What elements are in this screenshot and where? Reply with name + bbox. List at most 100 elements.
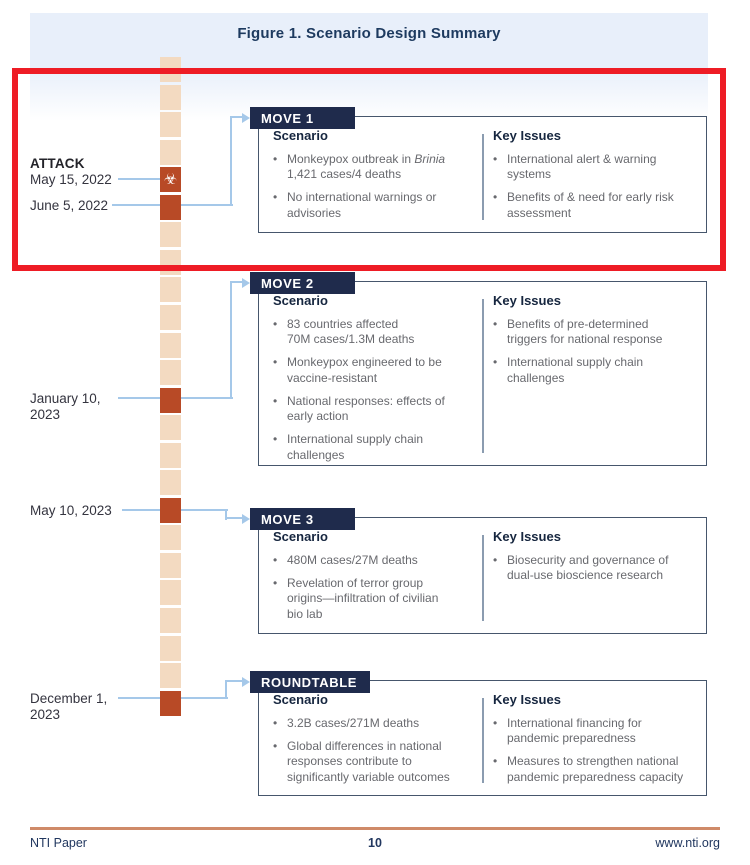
connector-line bbox=[226, 680, 243, 682]
timeline-date: December 1, 2023 bbox=[30, 691, 108, 722]
bullet-icon: • bbox=[273, 576, 278, 591]
bullet-text: Global differences in national responses… bbox=[287, 739, 450, 784]
bullet-icon: • bbox=[273, 716, 278, 730]
arrow-icon bbox=[242, 113, 250, 123]
key-issues-column: Key Issues • Biosecurity and governance o… bbox=[493, 529, 699, 591]
move-content-box: Scenario • 3.2B cases/271M deaths • Global … bbox=[258, 680, 707, 796]
bullet-text: Biosecurity and governance of dual-use b… bbox=[507, 553, 669, 583]
key-issues-list: • Biosecurity and governance of dual-use … bbox=[493, 553, 699, 583]
timeline-event-square bbox=[160, 690, 181, 716]
column-divider bbox=[482, 299, 484, 453]
bullet-item: • National responses: effects of early ac… bbox=[273, 394, 479, 424]
bullet-text: Monkeypox outbreak in Brinia 1,421 cases… bbox=[287, 152, 446, 182]
key-issues-heading: Key Issues bbox=[493, 128, 561, 143]
scenario-column: Scenario • 3.2B cases/271M deaths • Global … bbox=[273, 692, 479, 793]
bullet-icon: • bbox=[493, 317, 498, 331]
timeline-square bbox=[160, 608, 181, 633]
bullet-item: • International financing for pandemic pr… bbox=[493, 716, 699, 746]
bullet-text: No international warnings or advisories bbox=[287, 190, 437, 220]
bullet-icon: • bbox=[493, 716, 498, 730]
bullet-icon: • bbox=[493, 553, 498, 567]
figure-title: Figure 1. Scenario Design Summary bbox=[237, 25, 501, 42]
timeline-date: May 15, 2022 bbox=[30, 172, 112, 187]
key-issues-heading: Key Issues bbox=[493, 529, 561, 544]
footer-label: NTI Paper bbox=[30, 836, 87, 850]
key-issues-list: • Benefits of pre-determined triggers for… bbox=[493, 317, 699, 386]
bullet-text: International supply chain challenges bbox=[287, 432, 424, 462]
bullet-item: • Global differences in national response… bbox=[273, 739, 479, 785]
timeline-square bbox=[160, 635, 181, 661]
connector-line bbox=[181, 697, 228, 699]
bullet-icon: • bbox=[493, 190, 498, 205]
scenario-column: Scenario • 83 countries affected 70M case… bbox=[273, 293, 479, 471]
connector-line bbox=[231, 281, 243, 283]
scenario-heading: Scenario bbox=[273, 529, 328, 544]
bullet-text: Measures to strengthen national pandemic… bbox=[507, 754, 684, 784]
key-issues-list: • International alert & warning systems • B… bbox=[493, 152, 699, 221]
bullet-item: • Monkeypox outbreak in Brinia 1,421 case… bbox=[273, 152, 479, 182]
bullet-text: 83 countries affected 70M cases/1.3M dea… bbox=[287, 317, 415, 347]
bullet-item: • Monkeypox engineered to be vaccine-resi… bbox=[273, 355, 479, 385]
scenario-list: • 480M cases/27M deaths • Revelation of ter… bbox=[273, 553, 479, 622]
bullet-item: • International supply chain challenges bbox=[493, 355, 699, 385]
bullet-item: • International supply chain challenges bbox=[273, 432, 479, 462]
bullet-text: Monkeypox engineered to be vaccine-resis… bbox=[287, 355, 442, 385]
bullet-item: • Benefits of pre-determined triggers for… bbox=[493, 317, 699, 347]
connector-line bbox=[225, 680, 227, 699]
move-content-box: Scenario • 83 countries affected 70M case… bbox=[258, 281, 707, 466]
timeline-event-square bbox=[160, 194, 181, 220]
timeline-square bbox=[160, 222, 181, 248]
bullet-item: • Benefits of & need for early risk asses… bbox=[493, 190, 699, 220]
connector-line bbox=[231, 116, 243, 118]
timeline-square bbox=[160, 249, 181, 275]
attack-label: ATTACK bbox=[30, 156, 85, 171]
bullet-item: • 480M cases/27M deaths bbox=[273, 553, 479, 568]
page-number: 10 bbox=[368, 836, 382, 850]
timeline-square bbox=[160, 277, 181, 303]
key-issues-heading: Key Issues bbox=[493, 692, 561, 707]
bullet-text: 3.2B cases/271M deaths bbox=[287, 716, 420, 730]
footer-rule bbox=[30, 827, 720, 830]
bullet-icon: • bbox=[273, 553, 278, 567]
timeline-date: May 10, 2023 bbox=[30, 503, 112, 518]
scenario-column: Scenario • Monkeypox outbreak in Brinia 1… bbox=[273, 128, 479, 229]
connector-line bbox=[225, 509, 227, 520]
timeline-square bbox=[160, 332, 181, 358]
scenario-list: • 83 countries affected 70M cases/1.3M de… bbox=[273, 317, 479, 463]
bullet-text: Benefits of & need for early risk assess… bbox=[507, 190, 674, 220]
timeline-square bbox=[160, 112, 181, 138]
bullet-icon: • bbox=[273, 393, 278, 408]
key-issues-column: Key Issues • International financing for … bbox=[493, 692, 699, 793]
timeline-event-square bbox=[160, 387, 181, 413]
bullet-text: Benefits of pre-determined triggers for … bbox=[507, 317, 663, 347]
timeline-square bbox=[160, 525, 181, 551]
move-content-box: Scenario • Monkeypox outbreak in Brinia 1… bbox=[258, 116, 707, 233]
scenario-list: • Monkeypox outbreak in Brinia 1,421 case… bbox=[273, 152, 479, 221]
column-divider bbox=[482, 698, 484, 783]
key-issues-column: Key Issues • International alert & warnin… bbox=[493, 128, 699, 229]
timeline-square bbox=[160, 470, 181, 496]
bullet-item: • No international warnings or advisories bbox=[273, 190, 479, 220]
key-issues-heading: Key Issues bbox=[493, 293, 561, 308]
bullet-icon: • bbox=[273, 152, 278, 166]
bullet-text: International supply chain challenges bbox=[507, 355, 644, 385]
timeline-square bbox=[160, 139, 181, 165]
bullet-text: National responses: effects of early act… bbox=[287, 393, 445, 424]
connector-line bbox=[226, 517, 243, 519]
timeline-square bbox=[160, 580, 181, 606]
timeline-date: January 10, 2023 bbox=[30, 391, 101, 422]
date-connector-line bbox=[118, 397, 160, 399]
arrow-icon bbox=[242, 278, 250, 288]
key-issues-column: Key Issues • Benefits of pre-determined t… bbox=[493, 293, 699, 394]
timeline-square bbox=[160, 663, 181, 689]
move-header: MOVE 1 bbox=[250, 107, 355, 129]
column-divider bbox=[482, 134, 484, 220]
bullet-icon: • bbox=[273, 190, 278, 205]
move-header: ROUNDTABLE bbox=[250, 671, 371, 693]
bullet-text: 480M cases/27M deaths bbox=[287, 553, 418, 567]
date-connector-line bbox=[122, 509, 160, 511]
arrow-icon bbox=[242, 677, 250, 687]
timeline-square bbox=[160, 84, 181, 110]
scenario-heading: Scenario bbox=[273, 128, 328, 143]
